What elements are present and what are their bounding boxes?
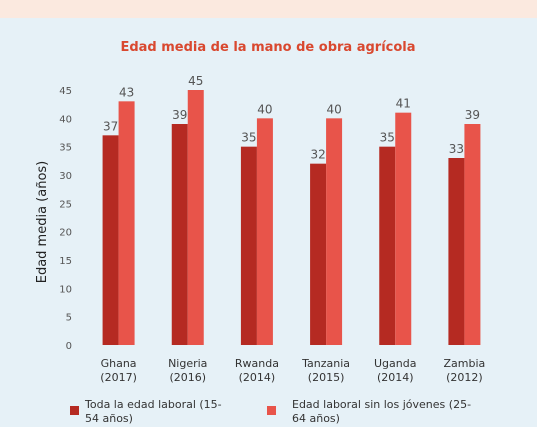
- bar: [379, 146, 396, 345]
- bar: [187, 90, 204, 345]
- bar: [326, 118, 343, 345]
- bar: [310, 163, 327, 345]
- bar: [464, 124, 481, 345]
- data-label: 43: [119, 85, 134, 99]
- y-tick-label: 10: [59, 284, 72, 295]
- y-tick-label: 0: [66, 341, 72, 352]
- x-tick-label: Rwanda (2014): [234, 357, 279, 384]
- legend-label: Edad laboral sin los jóvenes (25-64 años…: [292, 398, 472, 425]
- y-tick-label: 20: [59, 228, 72, 239]
- bar: [256, 118, 273, 345]
- data-label: 40: [257, 102, 272, 116]
- bar: [395, 112, 412, 346]
- y-axis-label: Edad media (años): [35, 161, 50, 284]
- y-tick-label: 45: [59, 86, 72, 97]
- x-tick-label: Zambia (2012): [443, 357, 486, 384]
- x-tick-label: Nigeria (2016): [168, 357, 208, 384]
- y-tick-label: 5: [66, 313, 72, 324]
- data-label: 39: [465, 108, 480, 122]
- bar: [102, 135, 119, 345]
- bar: [171, 124, 188, 345]
- y-tick-label: 40: [59, 114, 72, 125]
- chart-title: Edad media de la mano de obra agrícola: [120, 40, 415, 55]
- bar: [240, 146, 257, 345]
- data-label: 39: [172, 108, 187, 122]
- bar: [118, 101, 135, 345]
- data-label: 32: [310, 148, 325, 162]
- x-tick-label: Tanzania (2015): [302, 357, 351, 384]
- data-label: 35: [380, 131, 395, 145]
- data-label: 41: [396, 97, 411, 111]
- data-label: 37: [103, 119, 118, 133]
- data-label: 33: [449, 142, 464, 156]
- y-tick-label: 15: [59, 256, 72, 267]
- y-tick-label: 35: [59, 143, 72, 154]
- y-tick-label: 25: [59, 199, 72, 210]
- y-tick-label: 30: [59, 171, 72, 182]
- bar: [448, 158, 465, 345]
- legend-swatch: [267, 406, 276, 415]
- data-label: 40: [326, 102, 341, 116]
- data-label: 45: [188, 74, 203, 88]
- legend-label: Toda la edad laboral (15-54 años): [85, 398, 222, 425]
- legend-swatch: [70, 406, 79, 415]
- data-label: 35: [241, 131, 256, 145]
- x-tick-label: Ghana (2017): [100, 357, 137, 384]
- x-tick-label: Uganda (2014): [374, 357, 417, 384]
- top-strip: [0, 0, 537, 18]
